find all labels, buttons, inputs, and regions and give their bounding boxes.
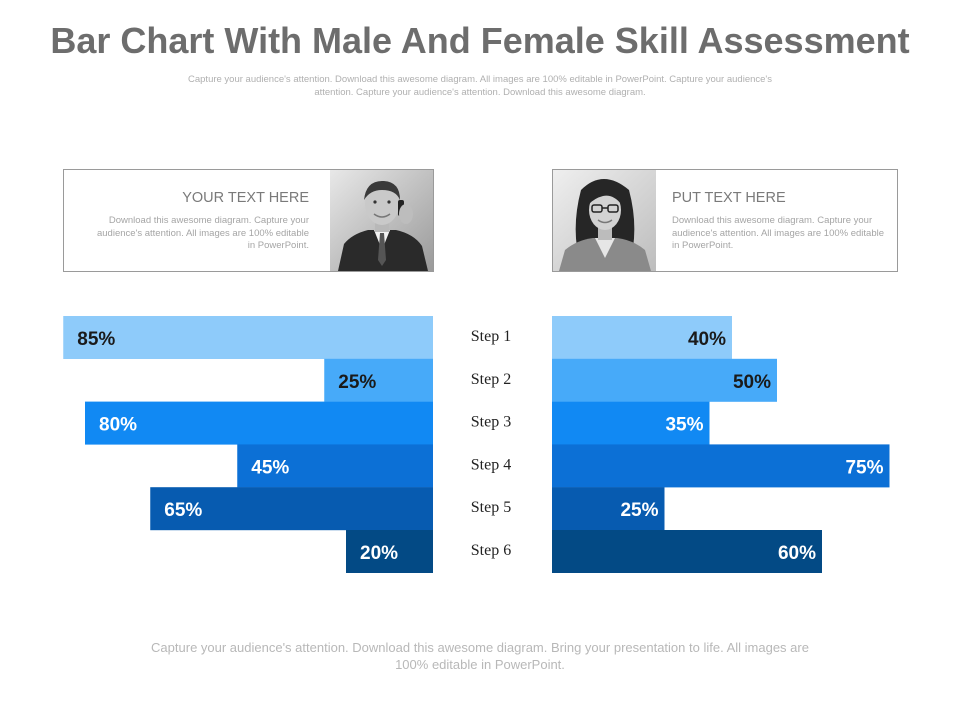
female-bar-label-1: 40%: [688, 329, 726, 350]
step-label-1: Step 1: [471, 328, 511, 345]
female-bar-3: [552, 401, 710, 445]
male-text-card: YOUR TEXT HERE Download this awesome dia…: [63, 169, 434, 272]
step-label-5: Step 5: [471, 499, 511, 516]
female-bar-4: [552, 444, 890, 488]
step-label-4: Step 4: [471, 456, 511, 473]
male-bar-2: [324, 358, 433, 402]
male-bar-4: [237, 444, 433, 488]
female-bar-label-5: 25%: [620, 500, 658, 521]
step-label-3: Step 3: [471, 414, 511, 431]
female-bar-label-4: 75%: [845, 457, 883, 478]
male-card-text: YOUR TEXT HERE Download this awesome dia…: [94, 190, 309, 253]
male-bar-label-6: 20%: [360, 543, 398, 564]
male-bar-label-5: 65%: [164, 500, 202, 521]
female-bar-label-2: 50%: [733, 372, 771, 393]
female-card-text: PUT TEXT HERE Download this awesome diag…: [672, 190, 887, 253]
male-bar-1: [63, 316, 433, 359]
female-bar-1: [552, 316, 732, 359]
male-bar-6: [346, 530, 433, 573]
male-bar-3: [85, 401, 433, 445]
step-label-2: Step 2: [471, 371, 511, 388]
female-text-card: PUT TEXT HERE Download this awesome diag…: [552, 169, 898, 272]
page-footer: Capture your audience's attention. Downl…: [151, 640, 809, 672]
businesswoman-photo-icon: [553, 170, 656, 271]
male-bar-label-2: 25%: [338, 372, 376, 393]
male-bar-5: [150, 487, 433, 531]
female-bar-5: [552, 487, 665, 531]
male-card-heading: YOUR TEXT HERE: [182, 190, 309, 206]
female-bar-label-3: 35%: [665, 415, 703, 436]
businessman-photo-icon: [330, 170, 433, 271]
page-title: Bar Chart With Male And Female Skill Ass…: [50, 20, 910, 61]
female-bar-6: [552, 530, 822, 573]
step-label-6: Step 6: [471, 542, 511, 559]
male-card-body: Download this awesome diagram. Capture y…: [96, 215, 309, 251]
female-bar-label-6: 60%: [778, 543, 816, 564]
male-bar-label-4: 45%: [251, 457, 289, 478]
female-card-heading: PUT TEXT HERE: [672, 190, 786, 206]
page-subtitle: Capture your audience's attention. Downl…: [188, 74, 772, 98]
male-bar-label-1: 85%: [77, 329, 115, 350]
female-card-body: Download this awesome diagram. Capture y…: [672, 215, 885, 251]
female-bar-2: [552, 358, 777, 402]
male-bar-label-3: 80%: [99, 415, 137, 436]
